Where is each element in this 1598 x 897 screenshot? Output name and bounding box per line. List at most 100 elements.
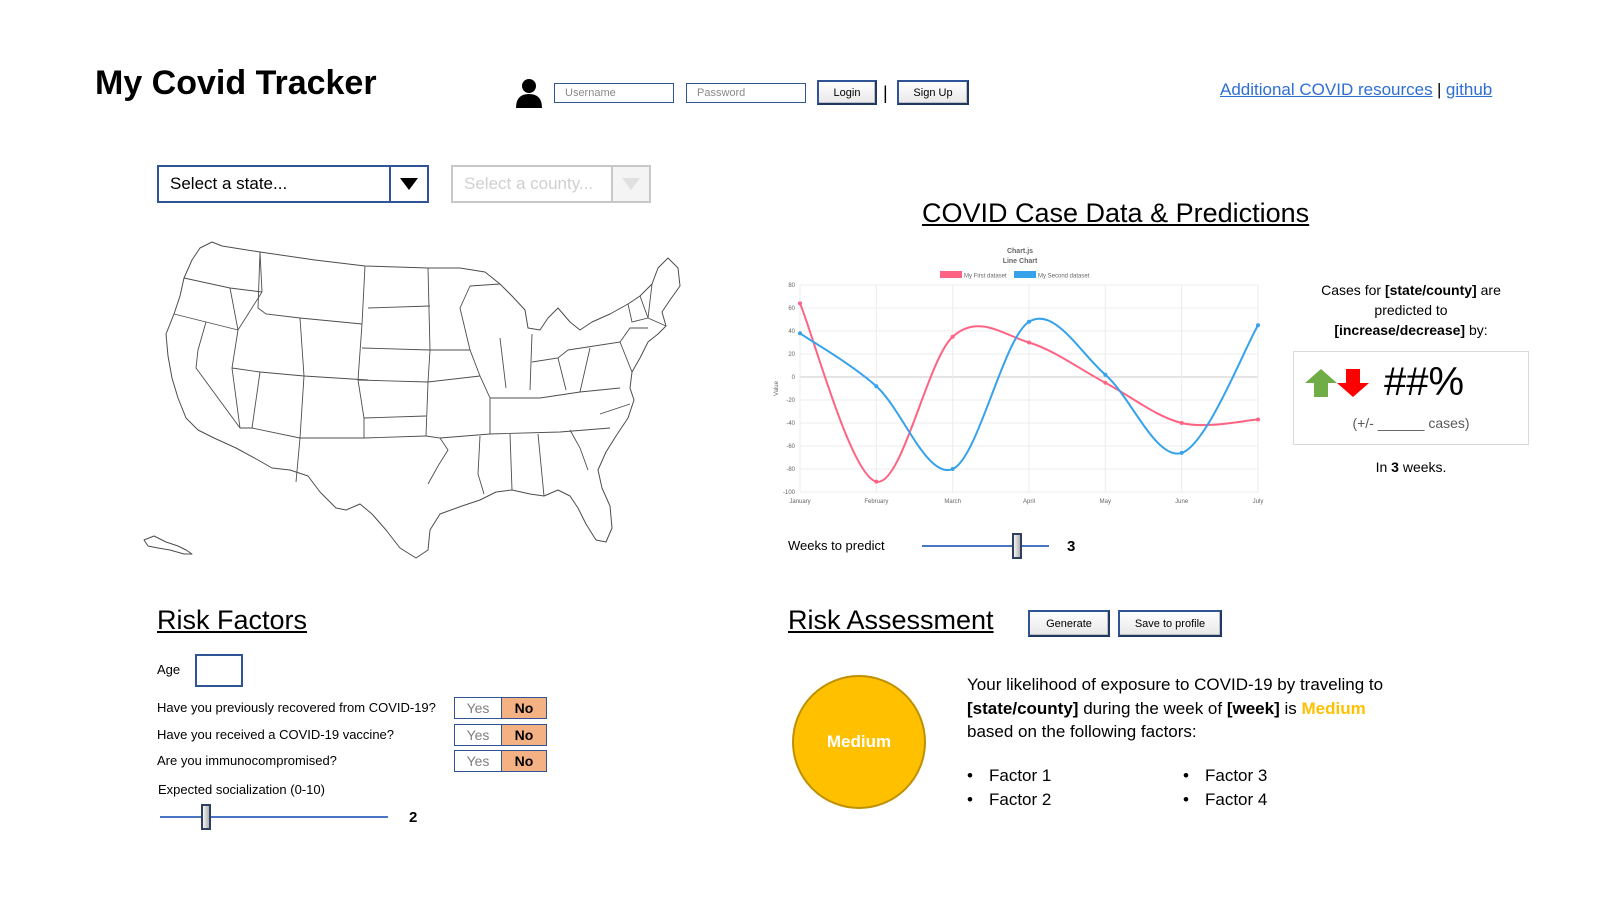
immuno-no-button[interactable]: No [502, 751, 546, 771]
legend-swatch [1014, 271, 1036, 278]
user-icon [516, 79, 542, 108]
factor-item: Factor 4 [1183, 790, 1267, 810]
legend-label: My Second dataset [1038, 274, 1090, 280]
alaska-outline [143, 535, 193, 555]
covid-line-chart: Chart.js Line Chart My First dataset My Sec… [774, 248, 1264, 505]
immuno-toggle[interactable]: Yes No [454, 750, 547, 772]
us-outline [165, 241, 681, 559]
data-point [1179, 450, 1184, 455]
save-to-profile-button[interactable]: Save to profile [1118, 610, 1222, 637]
vaccine-yes-button[interactable]: Yes [455, 725, 502, 745]
prediction-weeks-post: weeks. [1398, 459, 1447, 475]
risk-assessment-title: Risk Assessment [788, 605, 994, 635]
chart-subtitle: Line Chart [1003, 258, 1038, 265]
prediction-value: ##% [1384, 360, 1465, 404]
data-point [798, 331, 802, 336]
y-tick-label: 0 [792, 375, 796, 381]
socialization-slider-track[interactable] [160, 816, 388, 818]
data-point [1256, 323, 1260, 328]
socialization-slider-thumb[interactable] [200, 804, 211, 830]
prediction-text: Cases for [state/county] are predicted t… [1296, 280, 1526, 340]
weeks-slider-thumb[interactable] [1012, 533, 1023, 559]
data-point [950, 334, 955, 339]
y-tick-label: -20 [786, 398, 795, 404]
risk-week: [week] [1226, 698, 1280, 718]
prediction-cases: (+/- ______ cases) [1352, 415, 1470, 431]
risk-text-is: is [1279, 698, 1302, 718]
state-select[interactable]: Select a state... [157, 165, 429, 203]
data-point [1256, 417, 1260, 422]
prediction-weeks-pre: In [1375, 459, 1392, 475]
data-point [1103, 372, 1108, 377]
risk-level-text: Medium [1301, 698, 1366, 718]
immuno-yes-button[interactable]: Yes [455, 751, 502, 771]
question-vaccine: Have you received a COVID-19 vaccine? [157, 727, 395, 742]
risk-text-mid: during the week of [1078, 698, 1227, 718]
y-tick-label: 80 [788, 283, 795, 289]
vaccine-no-button[interactable]: No [502, 725, 546, 745]
y-tick-label: -40 [786, 421, 795, 427]
prediction-line1-post: are [1476, 282, 1501, 298]
prediction-box [1293, 351, 1529, 445]
generate-button[interactable]: Generate [1028, 610, 1110, 637]
data-point [1179, 421, 1184, 425]
x-tick-label: April [1023, 499, 1035, 505]
signup-button[interactable]: Sign Up [897, 80, 969, 105]
recovered-toggle[interactable]: Yes No [454, 697, 547, 719]
risk-level-badge-label: Medium [826, 732, 892, 751]
chevron-down-icon [622, 178, 640, 190]
username-input[interactable] [554, 83, 674, 103]
chart-title: Chart.js [1007, 248, 1033, 255]
y-tick-label: 20 [788, 352, 795, 358]
app-title: My Covid Tracker [95, 64, 377, 102]
socialization-value: 2 [409, 809, 418, 826]
county-dropdown-button[interactable] [611, 167, 649, 201]
vaccine-toggle[interactable]: Yes No [454, 724, 547, 746]
age-input[interactable] [195, 654, 243, 687]
x-tick-label: June [1175, 499, 1189, 505]
state-dropdown-button[interactable] [389, 167, 427, 201]
us-states-map[interactable] [140, 238, 685, 563]
legend-label: My First dataset [964, 274, 1007, 280]
data-point [950, 467, 955, 471]
prediction-line2: predicted to [1374, 302, 1448, 318]
resources-link[interactable]: Additional COVID resources [1220, 80, 1433, 99]
login-button[interactable]: Login [817, 80, 877, 105]
data-point [1027, 319, 1031, 324]
recovered-yes-button[interactable]: Yes [455, 698, 502, 718]
chart-section-title: COVID Case Data & Predictions [922, 198, 1310, 228]
x-tick-label: March [944, 499, 961, 505]
prediction-weeks-value: 3 [1391, 459, 1399, 475]
x-tick-label: July [1253, 499, 1264, 505]
x-tick-label: January [789, 499, 810, 505]
data-point [1027, 340, 1031, 345]
risk-text-pre: Your likelihood of exposure to COVID-19 … [967, 675, 1384, 694]
socialization-label: Expected socialization (0-10) [158, 782, 325, 797]
prediction-line1-pre: Cases for [1321, 282, 1385, 298]
data-point [874, 384, 879, 389]
recovered-no-button[interactable]: No [502, 698, 546, 718]
x-tick-label: May [1100, 499, 1111, 505]
y-tick-label: -100 [783, 490, 796, 496]
password-input[interactable] [686, 83, 806, 103]
weeks-value: 3 [1067, 538, 1076, 555]
chevron-down-icon [400, 178, 418, 190]
prediction-weeks: In 3 weeks. [1296, 459, 1526, 475]
y-tick-label: 40 [788, 329, 795, 335]
risk-text-post: based on the following factors: [967, 722, 1197, 741]
data-point [1103, 380, 1108, 385]
header-links: Additional COVID resources | github [1220, 80, 1492, 100]
github-link[interactable]: github [1445, 80, 1493, 99]
county-select[interactable]: Select a county... [451, 165, 651, 203]
y-tick-label: -80 [786, 467, 795, 473]
series-line [799, 303, 1259, 483]
age-label: Age [157, 662, 181, 677]
y-axis-label: Value [774, 380, 780, 396]
factor-item: Factor 1 [967, 766, 1051, 786]
factor-item: Factor 3 [1183, 766, 1267, 786]
question-recovered: Have you previously recovered from COVID… [157, 700, 436, 715]
state-borders [173, 251, 667, 497]
y-tick-label: -60 [786, 444, 795, 450]
county-select-value: Select a county... [464, 174, 594, 193]
weeks-slider-track[interactable] [922, 545, 1049, 547]
